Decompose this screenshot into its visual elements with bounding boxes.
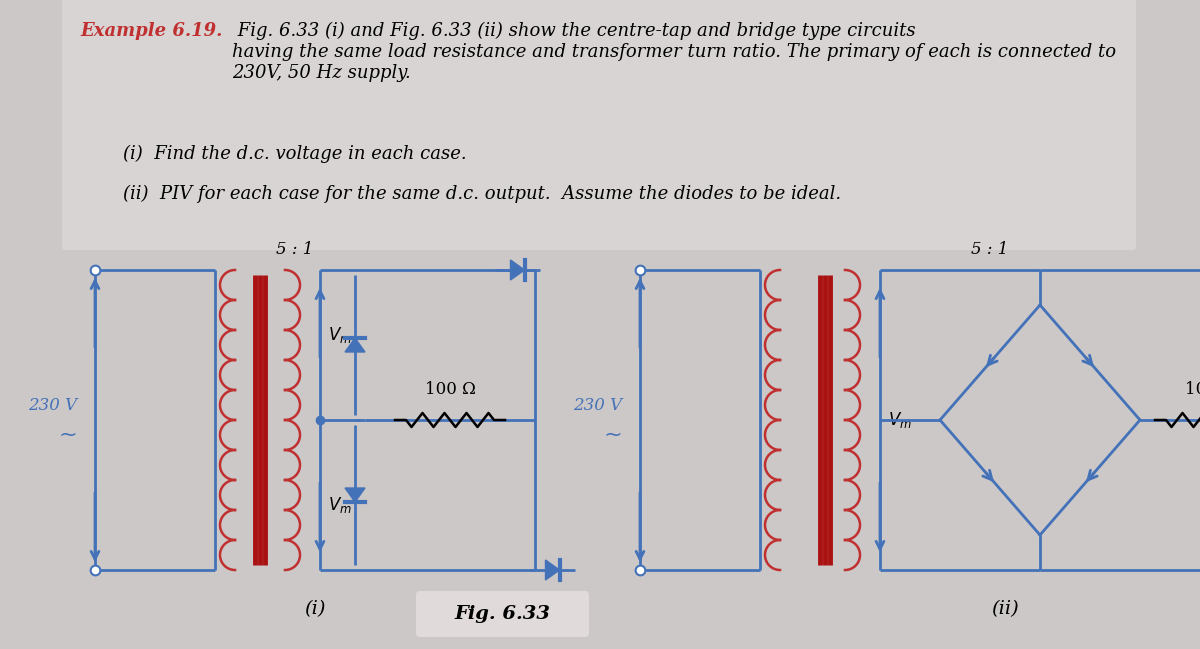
Text: (i)  Find the d.c. voltage in each case.: (i) Find the d.c. voltage in each case. [100, 145, 467, 164]
Text: ~: ~ [59, 425, 77, 445]
FancyBboxPatch shape [62, 0, 1136, 250]
Text: Fig. 6.33 (i) and Fig. 6.33 (ii) show the centre-tap and bridge type circuits
ha: Fig. 6.33 (i) and Fig. 6.33 (ii) show th… [232, 22, 1116, 82]
Text: 230 V: 230 V [28, 397, 77, 413]
Text: Example 6.19.: Example 6.19. [80, 22, 222, 40]
Text: $V_m$: $V_m$ [888, 410, 912, 430]
Polygon shape [546, 560, 559, 580]
Text: (ii): (ii) [991, 600, 1019, 618]
Text: 230 V: 230 V [572, 397, 622, 413]
Text: 5 : 1: 5 : 1 [276, 241, 313, 258]
Text: ~: ~ [604, 425, 622, 445]
Text: $V_m$: $V_m$ [328, 325, 352, 345]
Text: (i): (i) [305, 600, 325, 618]
Text: 100 Ω: 100 Ω [425, 381, 475, 398]
Text: 100 Ω: 100 Ω [1184, 381, 1200, 398]
Text: 5 : 1: 5 : 1 [971, 241, 1009, 258]
Text: (ii)  PIV for each case for the same d.c. output.  Assume the diodes to be ideal: (ii) PIV for each case for the same d.c.… [100, 185, 841, 203]
Polygon shape [510, 260, 524, 280]
Polygon shape [346, 488, 365, 502]
Text: $V_m$: $V_m$ [328, 495, 352, 515]
Polygon shape [346, 338, 365, 352]
FancyBboxPatch shape [416, 591, 589, 637]
Text: Fig. 6.33: Fig. 6.33 [454, 605, 550, 623]
